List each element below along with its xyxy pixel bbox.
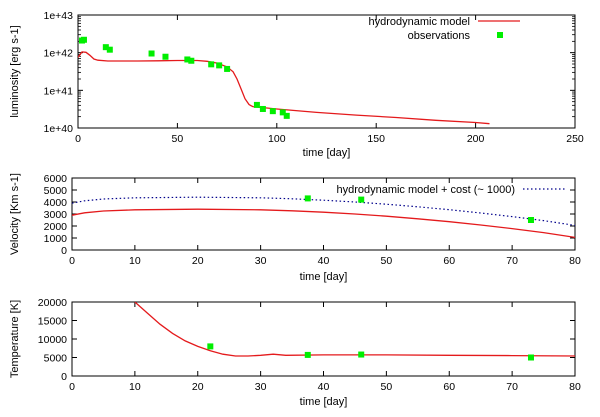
observation-point xyxy=(358,196,365,203)
x-tick-label: 60 xyxy=(443,255,455,267)
x-tick-label: 10 xyxy=(129,255,141,267)
x-tick-label: 30 xyxy=(255,255,267,267)
x-tick-label: 0 xyxy=(69,255,75,267)
x-tick-label: 50 xyxy=(172,133,184,145)
legend-points-sample xyxy=(497,32,503,38)
observation-point xyxy=(527,217,534,223)
observation-point xyxy=(527,354,534,361)
x-tick-label: 70 xyxy=(506,255,518,267)
x-tick-label: 60 xyxy=(443,381,455,393)
x-tick-label: 40 xyxy=(318,381,330,393)
observation-point xyxy=(224,65,231,72)
y-tick-label: 10000 xyxy=(38,334,67,346)
x-tick-label: 50 xyxy=(381,255,393,267)
y-tick-label: 1e+40 xyxy=(44,123,74,135)
x-tick-label: 40 xyxy=(318,255,330,267)
x-tick-label: 80 xyxy=(569,255,581,267)
y-tick-label: 3000 xyxy=(44,209,68,221)
legend-label: observations xyxy=(408,30,471,42)
observation-point xyxy=(102,44,109,51)
observation-point xyxy=(279,109,286,116)
y-tick-label: 1000 xyxy=(44,233,68,245)
legend-label: hydrodynamic model + cost (~ 1000) xyxy=(336,184,515,196)
y-tick-label: 5000 xyxy=(44,185,68,197)
observation-point xyxy=(216,62,223,69)
observation-point xyxy=(304,351,311,358)
observation-point xyxy=(106,46,113,53)
y-axis-title: luminosity [erg s-1] xyxy=(9,25,21,117)
observation-point xyxy=(184,56,191,63)
chart-panel-2: 0 10 20 30 40 50 60 70 80 01000200030004000500060… xyxy=(9,173,581,283)
x-tick-label: 80 xyxy=(569,381,581,393)
observation-point xyxy=(207,343,214,350)
plot-frame xyxy=(77,14,576,129)
y-tick-label: 6000 xyxy=(44,173,68,185)
x-tick-label: 20 xyxy=(192,255,204,267)
observation-point xyxy=(80,36,87,43)
x-tick-label: 250 xyxy=(566,133,584,145)
observation-point xyxy=(188,57,195,64)
y-tick-label: 4000 xyxy=(44,197,68,209)
x-tick-label: 20 xyxy=(192,381,204,393)
observation-point xyxy=(208,61,215,68)
x-tick-label: 200 xyxy=(467,133,485,145)
x-tick-label: 30 xyxy=(255,381,267,393)
x-tick-label: 100 xyxy=(268,133,286,145)
x-tick-label: 10 xyxy=(129,381,141,393)
chart-panel-3: 0 10 20 30 40 50 60 70 80 0 5000 10000 15000 20000 tim… xyxy=(9,297,581,408)
model-line xyxy=(134,302,575,357)
x-axis-title: time [day] xyxy=(300,271,348,283)
observation-point xyxy=(358,351,365,358)
chart-panel-1: 0 50 100 150 200 250 1e+40 1e+41 1e+42 1e+43 time … xyxy=(9,10,584,159)
observation-point xyxy=(259,105,266,112)
model-line xyxy=(78,51,490,125)
observation-point xyxy=(162,53,169,60)
x-axis-title: time [day] xyxy=(303,147,351,159)
y-axis-title: Velocity [Km s-1] xyxy=(9,173,21,255)
y-tick-label: 1e+41 xyxy=(44,85,74,97)
x-tick-label: 150 xyxy=(367,133,385,145)
y-tick-label: 0 xyxy=(61,371,67,383)
model-line xyxy=(72,208,575,239)
y-tick-label: 15000 xyxy=(38,316,67,328)
x-tick-label: 0 xyxy=(69,381,75,393)
y-tick-label: 20000 xyxy=(38,297,67,309)
x-tick-label: 50 xyxy=(381,381,393,393)
y-axis-title: Temperature [K] xyxy=(9,300,21,378)
observation-point xyxy=(283,112,290,119)
model-plus-cost-line xyxy=(72,196,575,226)
x-tick-label: 0 xyxy=(75,133,81,145)
observation-point xyxy=(253,101,260,108)
observation-point xyxy=(269,108,276,115)
y-tick-label: 5000 xyxy=(44,353,68,365)
y-tick-label: 2000 xyxy=(44,221,68,233)
x-tick-label: 70 xyxy=(506,381,518,393)
y-tick-label: 1e+43 xyxy=(44,10,74,22)
observation-point xyxy=(148,50,155,57)
observation-point xyxy=(304,195,311,202)
y-tick-label: 1e+42 xyxy=(44,48,74,60)
legend-label: hydrodynamic model xyxy=(369,16,471,28)
x-axis-title: time [day] xyxy=(300,396,348,408)
y-tick-label: 0 xyxy=(61,245,67,257)
